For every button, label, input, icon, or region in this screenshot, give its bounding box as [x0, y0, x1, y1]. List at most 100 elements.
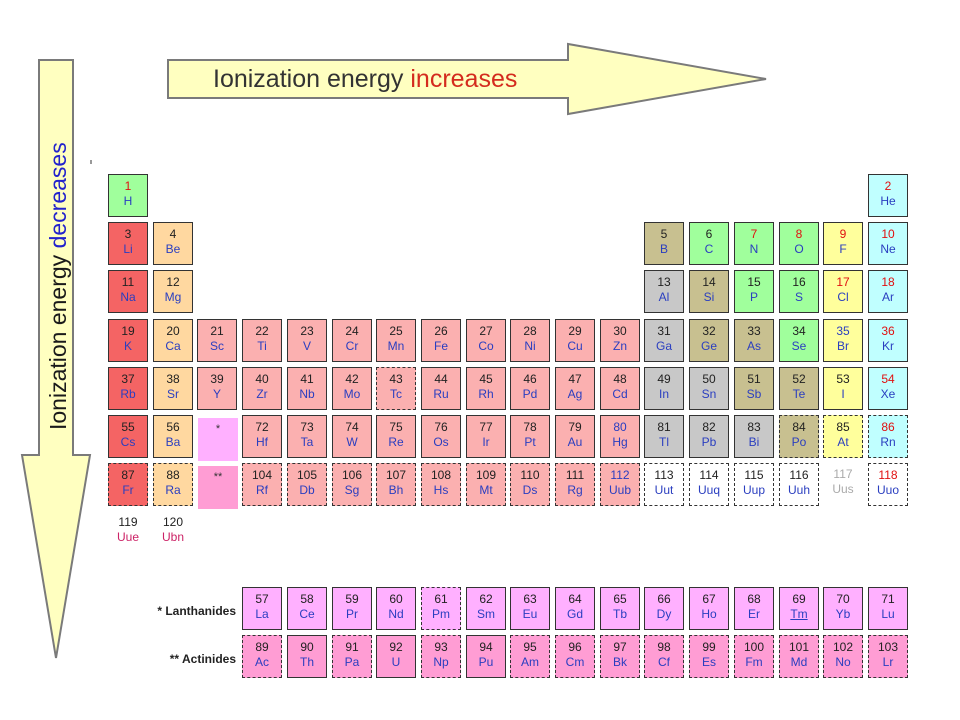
- atomic-number: 111: [565, 468, 585, 482]
- element-symbol: La: [255, 607, 269, 621]
- element-cell-v: 23 V: [287, 319, 327, 362]
- element-symbol: Tm: [790, 607, 808, 621]
- element-symbol: Rf: [256, 483, 268, 497]
- lanthanides-label: * Lanthanides: [157, 604, 236, 618]
- element-cell-uuq: 114 Uuq: [689, 463, 729, 506]
- atomic-number: 4: [169, 227, 177, 241]
- element-cell-pm: 61 Pm: [421, 587, 461, 630]
- atomic-number: 52: [792, 372, 806, 386]
- element-symbol: Nb: [299, 387, 315, 401]
- atomic-number: 11: [121, 275, 135, 289]
- atomic-number: 29: [568, 324, 582, 338]
- element-cell-dy: 66 Dy: [644, 587, 684, 630]
- atomic-number: 100: [743, 640, 765, 654]
- element-cell-sn: 50 Sn: [689, 367, 729, 410]
- actinide-placeholder: **: [198, 466, 238, 509]
- element-symbol: Pa: [344, 655, 360, 669]
- element-symbol: Lr: [882, 655, 894, 669]
- horizontal-arrow-label: Ionization energy increases: [213, 65, 517, 93]
- atomic-number: 102: [832, 640, 854, 654]
- element-symbol: Np: [433, 655, 449, 669]
- element-symbol: Tl: [659, 435, 669, 449]
- element-cell-cs: 55 Cs: [108, 415, 148, 458]
- atomic-number: 27: [479, 324, 493, 338]
- element-cell-se: 34 Se: [779, 319, 819, 362]
- element-cell-er: 68 Er: [734, 587, 774, 630]
- element-symbol: Pb: [701, 435, 717, 449]
- element-symbol: Cl: [837, 290, 849, 304]
- element-symbol: Au: [567, 435, 583, 449]
- element-symbol: Yb: [835, 607, 851, 621]
- atomic-number: 97: [613, 640, 627, 654]
- atomic-number: 74: [345, 420, 359, 434]
- atomic-number: 9: [839, 227, 847, 241]
- element-cell-rg: 111 Rg: [555, 463, 595, 506]
- element-symbol: Hf: [256, 435, 268, 449]
- element-cell-li: 3 Li: [108, 222, 148, 265]
- element-symbol: Uub: [608, 483, 631, 497]
- element-symbol: B: [659, 242, 668, 256]
- element-cell-tm: 69 Tm: [779, 587, 819, 630]
- atomic-number: 104: [251, 468, 273, 482]
- atomic-number: 50: [702, 372, 716, 386]
- element-cell-uup: 115 Uup: [734, 463, 774, 506]
- element-symbol: Nd: [388, 607, 404, 621]
- atomic-number: 115: [744, 468, 764, 482]
- element-cell-cf: 98 Cf: [644, 635, 684, 678]
- atomic-number: 75: [389, 420, 403, 434]
- element-cell-w: 74 W: [332, 415, 372, 458]
- atomic-number: 88: [166, 468, 180, 482]
- element-symbol: Ga: [655, 339, 672, 353]
- atomic-number: 51: [747, 372, 761, 386]
- element-cell-k: 19 K: [108, 319, 148, 362]
- element-symbol: Ag: [567, 387, 583, 401]
- atomic-number: 79: [568, 420, 582, 434]
- atomic-number: 109: [475, 468, 497, 482]
- element-symbol: H: [123, 194, 133, 208]
- element-symbol: Uuh: [787, 483, 810, 497]
- element-cell-co: 27 Co: [466, 319, 506, 362]
- atomic-number: 53: [836, 372, 850, 386]
- element-symbol: Pm: [432, 607, 450, 621]
- atomic-number: 113: [654, 468, 674, 482]
- element-symbol: Pr: [346, 607, 358, 621]
- element-symbol: Ce: [299, 607, 315, 621]
- atomic-number: 118: [878, 468, 898, 482]
- element-cell-kr: 36 Kr: [868, 319, 908, 362]
- element-symbol: Ge: [700, 339, 717, 353]
- atomic-number: 72: [255, 420, 269, 434]
- element-cell-bk: 97 Bk: [600, 635, 640, 678]
- element-cell-be: 4 Be: [153, 222, 193, 265]
- atomic-number: 57: [255, 592, 269, 606]
- atomic-number: 6: [705, 227, 713, 241]
- element-cell-cd: 48 Cd: [600, 367, 640, 410]
- atomic-number: 89: [255, 640, 269, 654]
- vertical-arrow-label-emph: decreases: [45, 142, 71, 248]
- vertical-arrow-label-prefix: Ionization energy: [45, 248, 71, 430]
- element-cell-rb: 37 Rb: [108, 367, 148, 410]
- atomic-number: 26: [434, 324, 448, 338]
- atomic-number: 90: [300, 640, 314, 654]
- atomic-number: 78: [523, 420, 537, 434]
- element-cell-ru: 44 Ru: [421, 367, 461, 410]
- element-cell-nb: 41 Nb: [287, 367, 327, 410]
- atomic-number: 84: [792, 420, 806, 434]
- element-cell-pd: 46 Pd: [510, 367, 550, 410]
- atomic-number: 58: [300, 592, 314, 606]
- atomic-number: 59: [345, 592, 359, 606]
- element-symbol: Uuo: [876, 483, 899, 497]
- atomic-number: 31: [657, 324, 671, 338]
- atomic-number: 110: [520, 468, 540, 482]
- element-symbol: Pu: [478, 655, 494, 669]
- element-cell-os: 76 Os: [421, 415, 461, 458]
- atomic-number: 55: [121, 420, 135, 434]
- atomic-number: 30: [613, 324, 627, 338]
- element-symbol: Br: [837, 339, 849, 353]
- element-symbol: Mn: [387, 339, 405, 353]
- element-symbol: Tb: [612, 607, 627, 621]
- element-symbol: Th: [299, 655, 314, 669]
- atomic-number: 54: [881, 372, 895, 386]
- element-symbol: Fm: [745, 655, 763, 669]
